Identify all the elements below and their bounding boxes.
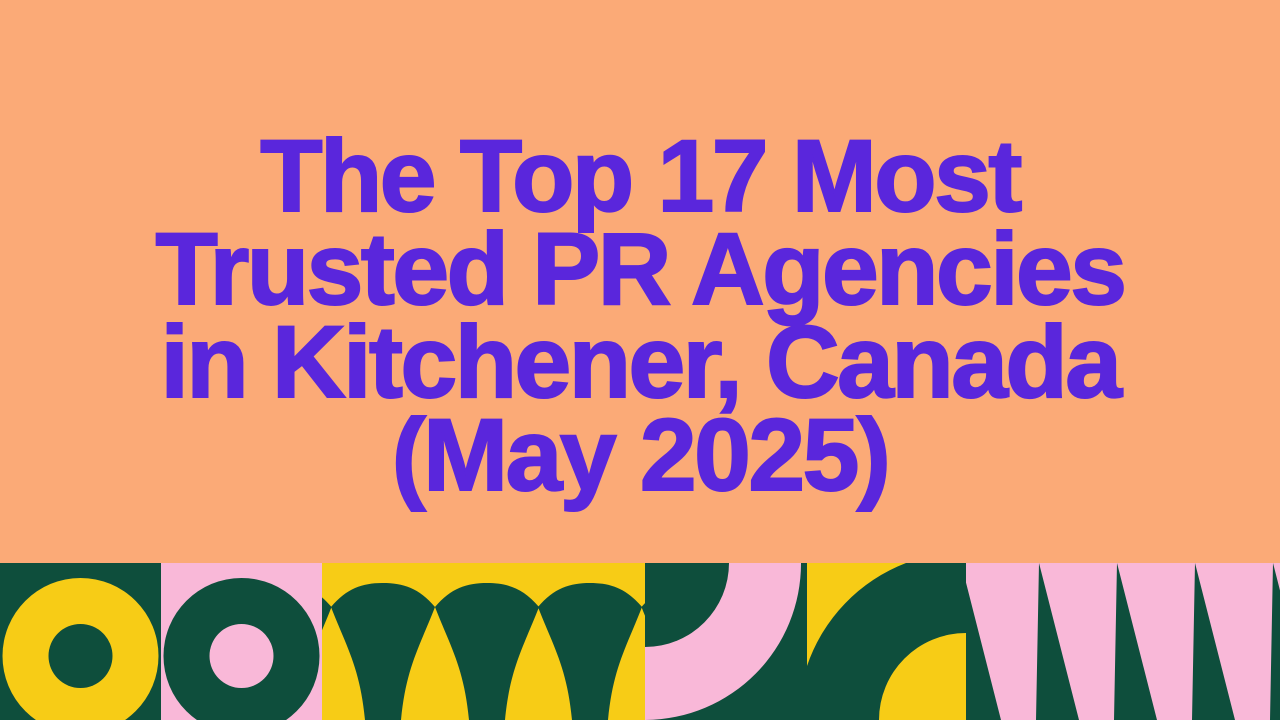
corner-quarter-disc: [645, 563, 729, 647]
title-line-4: (May 2025): [391, 398, 892, 512]
donut-hole: [48, 624, 113, 688]
quarter-ring-band: [807, 563, 966, 720]
tile-spike-triangles: [966, 563, 1280, 720]
curtain-arches-shape: [322, 583, 645, 720]
tile-quarter-ring-yellow: [807, 563, 966, 720]
tile-donut-green-on-pink: [161, 563, 322, 720]
title-line-2: Trusted PR Agencies: [154, 212, 1128, 326]
banner-title: The Top 17 Most Trusted PR Agencies in K…: [0, 119, 1280, 512]
outer-corner-fill: [645, 563, 807, 720]
tile-quarter-ring-pink: [645, 563, 807, 720]
spike-triangles-shape: [966, 563, 1280, 720]
tile-curtain-arches: [322, 563, 645, 720]
pattern-strip: [0, 563, 1280, 720]
title-line-3: in Kitchener, Canada: [160, 305, 1123, 419]
quarter-ring-shapes: [645, 563, 807, 720]
donut-hole: [209, 624, 274, 688]
title-line-1: The Top 17 Most: [259, 119, 1023, 233]
tile-donut-yellow-on-green: [0, 563, 161, 720]
